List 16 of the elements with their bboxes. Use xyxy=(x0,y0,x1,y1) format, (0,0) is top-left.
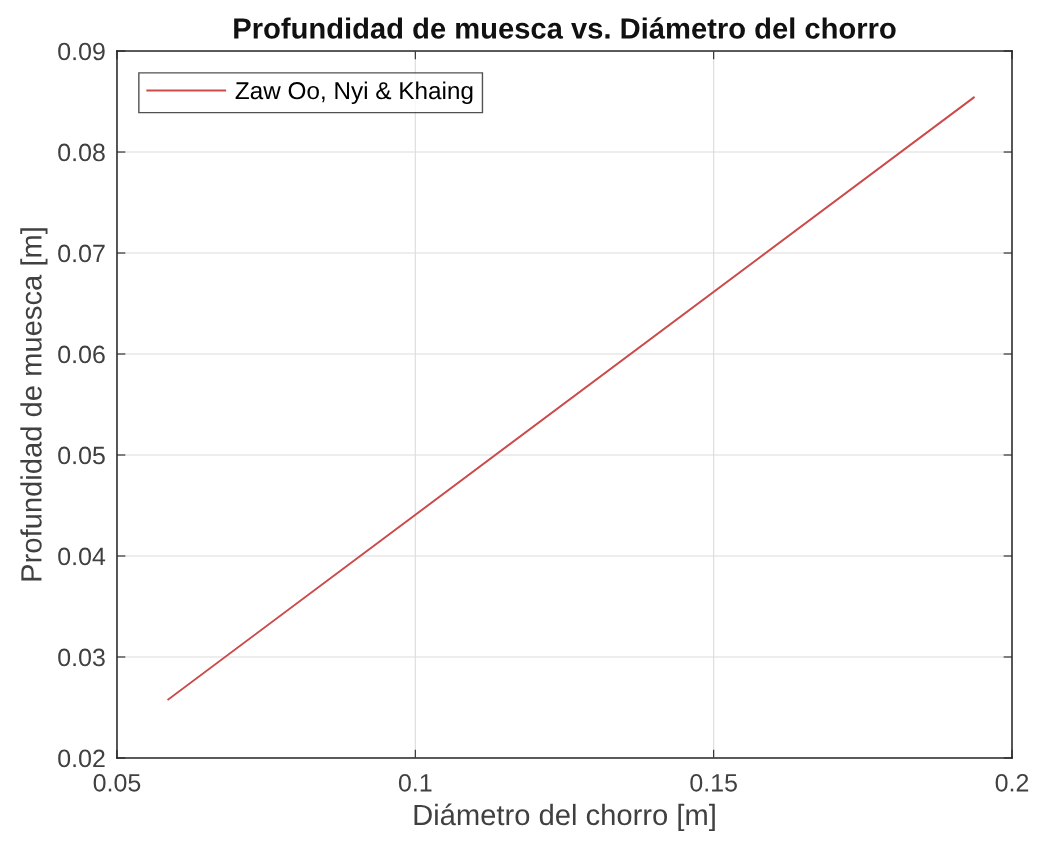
y-tick-label: 0.02 xyxy=(58,749,105,768)
y-tick-label: 0.06 xyxy=(58,345,105,364)
y-tick-label: 0.07 xyxy=(58,244,105,263)
y-tick-label: 0.05 xyxy=(58,446,105,465)
chart-title: Profundidad de muesca vs. Diámetro del chorro xyxy=(234,17,896,39)
x-tick-label: 0.2 xyxy=(995,773,1029,792)
legend-label: Zaw Oo, Nyi & Khaing xyxy=(235,81,473,105)
y-tick-label: 0.03 xyxy=(58,648,105,667)
y-axis-title: Profundidad de muesca [m] xyxy=(20,228,48,581)
y-tick-label: 0.08 xyxy=(58,143,105,162)
x-tick-label: 0.1 xyxy=(398,773,432,792)
y-tick-label: 0.09 xyxy=(58,42,105,61)
x-axis-title: Diámetro del chorro [m] xyxy=(414,803,715,832)
x-tick-label: 0.05 xyxy=(93,773,141,792)
y-tick-label: 0.04 xyxy=(58,547,106,566)
x-tick-label: 0.15 xyxy=(690,773,737,792)
